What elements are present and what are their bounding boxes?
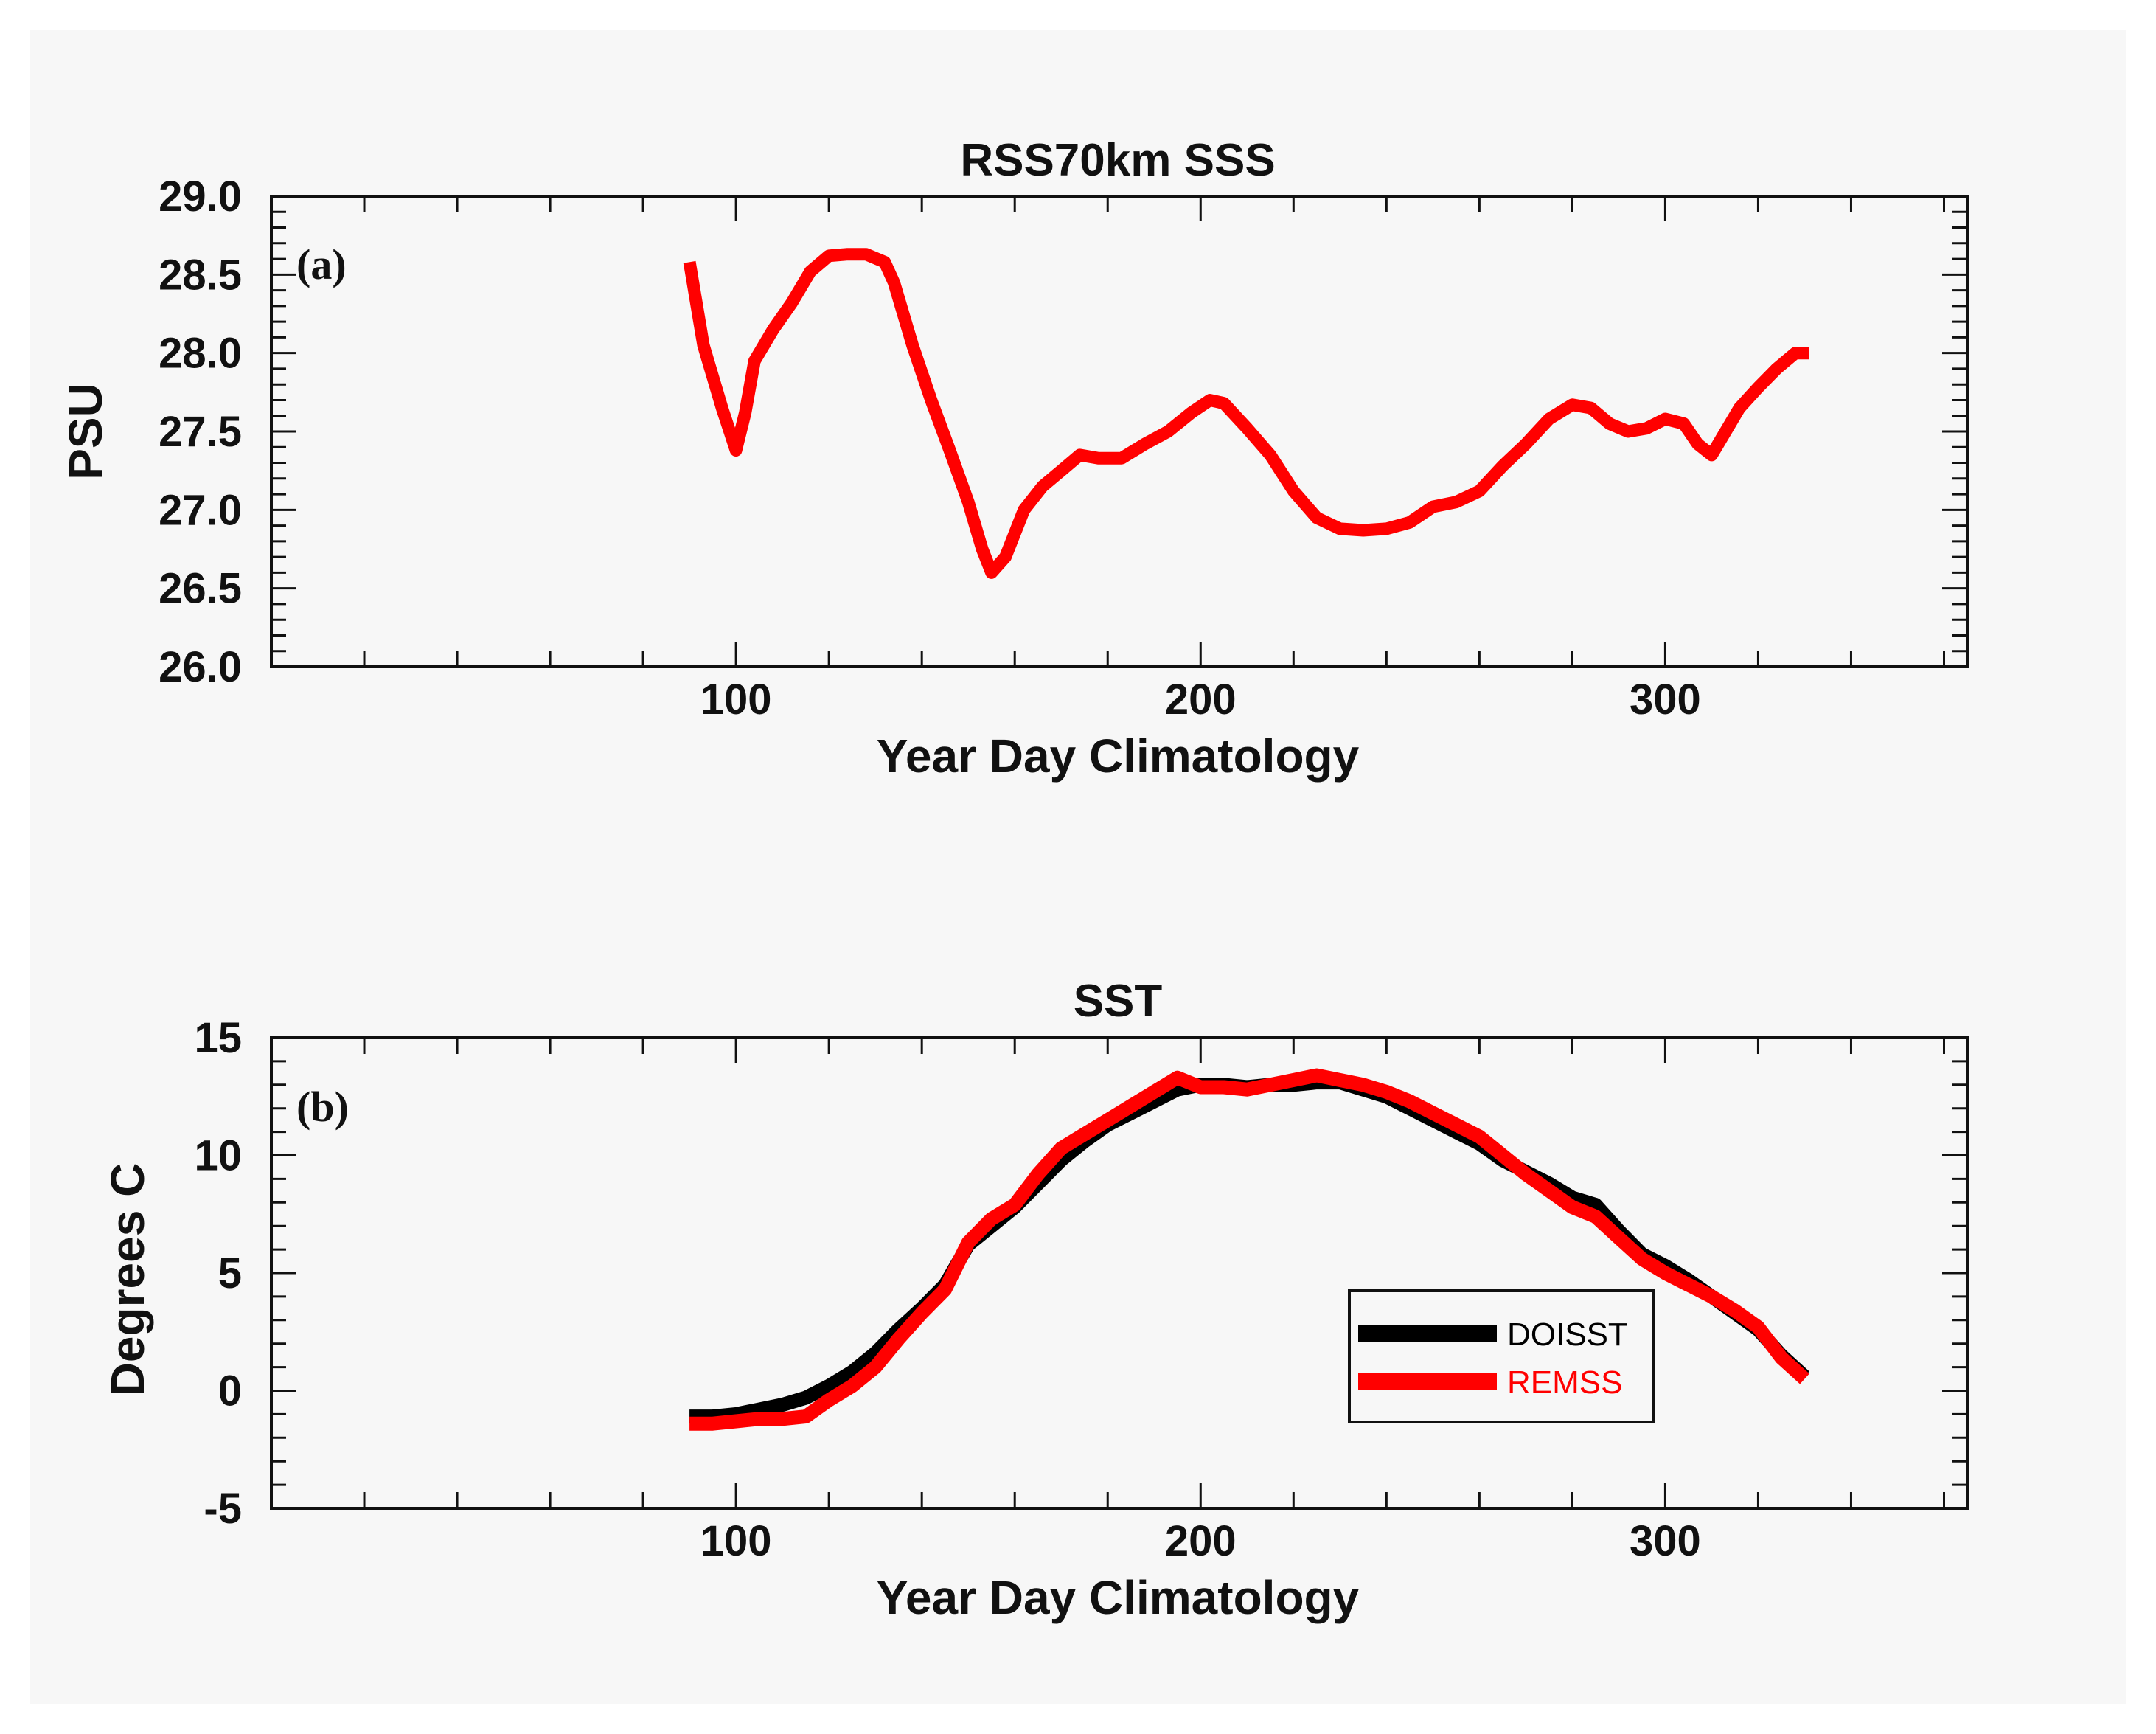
y-tick-label: 0 — [218, 1367, 242, 1415]
y-tick-label: 27.0 — [159, 486, 242, 534]
y-tick-label: 15 — [194, 1014, 242, 1062]
legend-box — [1348, 1289, 1655, 1423]
plot-frame — [270, 195, 1969, 668]
legend-label-doisst: DOISST — [1507, 1317, 1628, 1353]
panel-label: (a) — [296, 240, 347, 288]
panel-label: (b) — [296, 1083, 349, 1131]
chart-panel-sst: SST Degrees C Year Day Climatology (b) 1… — [101, 976, 1969, 1624]
x-tick-label: 300 — [1630, 676, 1701, 724]
figure-panel — [30, 30, 2126, 1704]
chart-title: SST — [1074, 976, 1163, 1027]
x-tick-label: 100 — [700, 1517, 772, 1565]
y-tick-label: 10 — [194, 1132, 242, 1180]
x-tick-label: 200 — [1165, 1517, 1237, 1565]
x-axis-label: Year Day Climatology — [877, 729, 1360, 783]
axes: 100 200 300 26.0 26.5 27.0 27.5 28.0 28.5 29.0 — [159, 173, 1967, 724]
y-axis-label: Degrees C — [101, 1163, 154, 1397]
legend: DOISST REMSS — [1348, 1289, 1655, 1423]
y-tick-label: 26.5 — [159, 565, 242, 613]
plot-frame — [270, 1036, 1969, 1510]
x-tick-label: 300 — [1630, 1517, 1701, 1565]
chart-panel-sss: RSS70km SSS PSU Year Day Climatology (a)… — [59, 135, 1969, 783]
y-tick-label: 28.0 — [159, 330, 242, 378]
x-tick-label: 100 — [700, 676, 772, 724]
y-tick-label: 5 — [218, 1249, 242, 1297]
x-tick-label: 200 — [1165, 676, 1237, 724]
y-axis-label: PSU — [59, 383, 112, 480]
legend-label-remss: REMSS — [1507, 1364, 1622, 1401]
x-axis-label: Year Day Climatology — [877, 1571, 1360, 1624]
y-tick-label: 29.0 — [159, 173, 242, 221]
y-tick-label: 27.5 — [159, 408, 242, 456]
series-group — [683, 248, 1809, 579]
y-tick-label: 28.5 — [159, 251, 242, 299]
series-line-rss70km-sss — [683, 248, 1809, 579]
series-line-remss — [689, 1068, 1809, 1431]
y-tick-label: -5 — [204, 1485, 242, 1533]
chart-title: RSS70km SSS — [960, 135, 1275, 186]
y-tick-label: 26.0 — [159, 643, 242, 691]
series-group — [689, 1068, 1809, 1431]
